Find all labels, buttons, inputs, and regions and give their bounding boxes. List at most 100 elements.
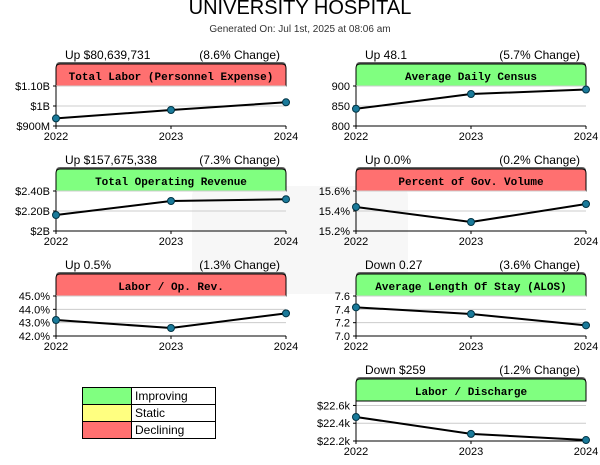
y-tick-label: 900 xyxy=(332,81,350,93)
title-tab xyxy=(55,273,287,297)
data-point xyxy=(582,200,590,208)
change-percent: (7.3% Change) xyxy=(199,153,280,167)
x-tick-label: 2023 xyxy=(459,341,483,353)
y-tick-label: $22.2k xyxy=(317,436,351,448)
y-tick-label: 850 xyxy=(332,101,350,113)
title-tab xyxy=(55,168,287,192)
data-point xyxy=(282,195,290,204)
y-tick-label: 7.6 xyxy=(335,291,350,303)
x-tick-label: 2023 xyxy=(459,131,483,143)
y-tick-label: $22.4k xyxy=(317,418,351,430)
y-tick-label: $22.6k xyxy=(317,400,351,412)
legend-item-improving: Improving xyxy=(82,387,216,405)
chart-panel: Up 48.1 (5.7% Change) Average Daily Census… xyxy=(332,48,599,143)
y-tick-label: 43.0% xyxy=(19,318,50,330)
chart-title: Total Operating Revenue xyxy=(95,177,247,189)
data-point xyxy=(282,309,290,318)
x-tick-label: 2024 xyxy=(574,131,598,143)
x-tick-label: 2022 xyxy=(44,236,68,248)
legend-swatch-declining xyxy=(82,421,132,439)
y-tick-label: 7.2 xyxy=(335,318,350,330)
x-tick-label: 2024 xyxy=(574,236,598,248)
data-point xyxy=(467,90,475,98)
change-percent: (1.3% Change) xyxy=(199,258,280,272)
y-tick-label: 15.4% xyxy=(319,206,350,218)
chart-title: Total Labor (Personnel Expense) xyxy=(69,72,274,84)
x-tick-label: 2023 xyxy=(459,236,483,248)
x-tick-label: 2022 xyxy=(44,341,68,353)
y-tick-label: $900M xyxy=(16,121,50,133)
legend-swatch-static xyxy=(82,404,132,422)
data-point xyxy=(467,310,475,318)
report-title: UNIVERSITY HOSPITAL xyxy=(188,0,412,19)
title-tab xyxy=(55,63,287,87)
x-tick-label: 2022 xyxy=(344,236,368,248)
y-tick-label: 44.0% xyxy=(19,304,50,316)
x-tick-label: 2023 xyxy=(159,236,183,248)
change-percent: (0.2% Change) xyxy=(499,153,580,167)
y-tick-label: $2B xyxy=(30,226,50,238)
data-point xyxy=(582,321,590,330)
data-point xyxy=(467,218,475,226)
x-tick-label: 2022 xyxy=(344,131,368,143)
x-tick-label: 2024 xyxy=(574,446,598,458)
x-tick-label: 2023 xyxy=(159,131,183,143)
x-tick-label: 2023 xyxy=(159,341,183,353)
chart-title: Percent of Gov. Volume xyxy=(398,177,544,189)
y-tick-label: $1B xyxy=(30,101,50,113)
y-tick-label: 45.0% xyxy=(19,291,50,303)
data-point xyxy=(582,85,590,94)
change-amount: Up 0.5% xyxy=(65,258,111,272)
title-tab xyxy=(355,273,587,297)
change-amount: Up 48.1 xyxy=(365,48,407,62)
x-tick-label: 2022 xyxy=(344,341,368,353)
chart-panel: Up 0.5% (1.3% Change) Labor / Op. Rev. 42.0… xyxy=(19,258,298,353)
data-point xyxy=(282,98,290,107)
change-percent: (8.6% Change) xyxy=(199,48,280,62)
x-tick-label: 2024 xyxy=(274,236,298,248)
y-tick-label: 15.2% xyxy=(319,226,350,238)
legend-label: Declining xyxy=(131,421,216,439)
y-tick-label: $2.40B xyxy=(15,186,50,198)
y-tick-label: 42.0% xyxy=(19,331,50,343)
title-tab xyxy=(355,168,587,192)
x-tick-label: 2023 xyxy=(459,446,483,458)
legend-label: Improving xyxy=(131,387,216,405)
report-subtitle: Generated On: Jul 1st, 2025 at 08:06 am xyxy=(209,24,391,35)
change-amount: Down 0.27 xyxy=(365,258,423,272)
change-amount: Up $80,639,731 xyxy=(65,48,151,62)
x-tick-label: 2022 xyxy=(344,446,368,458)
y-tick-label: $1.10B xyxy=(15,81,50,93)
data-point xyxy=(467,429,475,438)
y-tick-label: 15.6% xyxy=(319,186,350,198)
data-point xyxy=(52,211,60,219)
change-amount: Down $259 xyxy=(365,363,426,377)
chart-panel: Down 0.27 (3.6% Change) Average Length Of … xyxy=(335,258,599,353)
change-percent: (3.6% Change) xyxy=(499,258,580,272)
data-point xyxy=(582,436,590,445)
chart-title: Average Daily Census xyxy=(405,72,537,84)
legend-swatch-improving xyxy=(82,387,132,405)
chart-title: Labor / Discharge xyxy=(415,387,528,399)
legend-item-declining: Declining xyxy=(82,421,216,439)
title-tab xyxy=(355,63,587,87)
data-point xyxy=(352,203,360,211)
legend: Improving Static Declining xyxy=(82,387,216,439)
data-point xyxy=(167,106,175,114)
legend-item-static: Static xyxy=(82,404,216,422)
change-amount: Up $157,675,338 xyxy=(65,153,157,167)
title-tab xyxy=(355,378,587,402)
x-tick-label: 2024 xyxy=(274,131,298,143)
chart-panel: Down $259 (1.2% Change) Labor / Discharge $… xyxy=(317,363,598,458)
chart-title: Labor / Op. Rev. xyxy=(118,282,224,294)
change-amount: Up 0.0% xyxy=(365,153,411,167)
x-tick-label: 2024 xyxy=(574,341,598,353)
data-point xyxy=(352,413,360,421)
change-percent: (1.2% Change) xyxy=(499,363,580,377)
chart-title: Average Length Of Stay (ALOS) xyxy=(375,282,566,294)
x-tick-label: 2022 xyxy=(44,131,68,143)
data-point xyxy=(167,197,175,205)
chart-panel: Up $80,639,731 (8.6% Change) Total Labor (… xyxy=(15,48,298,143)
y-tick-label: $2.20B xyxy=(15,206,50,218)
